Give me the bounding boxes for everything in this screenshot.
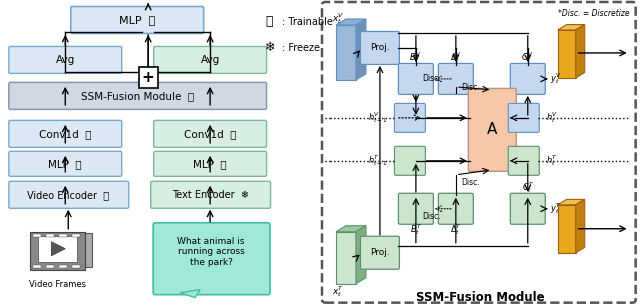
Bar [38, 236, 77, 262]
Text: ❄: ❄ [265, 41, 276, 54]
Text: $\Delta_t^V$: $\Delta_t^V$ [450, 50, 462, 65]
FancyBboxPatch shape [438, 63, 474, 94]
FancyBboxPatch shape [154, 47, 266, 73]
Polygon shape [356, 19, 366, 80]
Text: MLP  🔥: MLP 🔥 [119, 15, 156, 25]
Text: : Freeze: : Freeze [282, 43, 320, 53]
Polygon shape [576, 24, 585, 78]
FancyBboxPatch shape [154, 120, 266, 147]
Bar [42, 233, 92, 267]
FancyBboxPatch shape [508, 103, 540, 132]
Polygon shape [576, 200, 585, 253]
Text: $x_t^T$: $x_t^T$ [332, 284, 344, 299]
FancyBboxPatch shape [399, 63, 433, 94]
Text: Text Encoder  ❄: Text Encoder ❄ [172, 190, 248, 200]
Bar [46, 234, 54, 237]
FancyBboxPatch shape [394, 103, 426, 132]
Polygon shape [356, 226, 366, 284]
Polygon shape [51, 242, 65, 256]
Text: A: A [487, 122, 497, 137]
Text: $h_{t-1}^V$: $h_{t-1}^V$ [368, 110, 388, 125]
FancyBboxPatch shape [510, 193, 545, 224]
Text: $x_t^V$: $x_t^V$ [332, 12, 345, 26]
FancyBboxPatch shape [9, 82, 266, 109]
Text: Disc.: Disc. [461, 178, 479, 187]
Bar [336, 232, 356, 284]
Text: $C_t^T$: $C_t^T$ [522, 180, 534, 195]
Polygon shape [557, 24, 585, 30]
Text: Proj.: Proj. [370, 248, 390, 257]
Bar [33, 234, 42, 237]
Bar [336, 25, 356, 80]
FancyBboxPatch shape [510, 63, 545, 94]
Bar [72, 234, 80, 237]
Bar [72, 265, 80, 268]
Text: 🔥: 🔥 [265, 16, 273, 28]
Text: MLP  🔥: MLP 🔥 [49, 159, 82, 169]
FancyBboxPatch shape [154, 151, 266, 176]
Text: Video Frames: Video Frames [29, 280, 86, 289]
Text: Video Encoder  🔥: Video Encoder 🔥 [28, 190, 109, 200]
Text: $h_t^V$: $h_t^V$ [546, 110, 558, 125]
Text: MLP  🔥: MLP 🔥 [193, 159, 227, 169]
FancyBboxPatch shape [9, 47, 122, 73]
Text: $h_{t-1}^T$: $h_{t-1}^T$ [368, 153, 388, 168]
Text: $C_t^V$: $C_t^V$ [522, 50, 534, 65]
Text: SSM-Fusion Module  🔥: SSM-Fusion Module 🔥 [81, 91, 194, 101]
FancyBboxPatch shape [153, 223, 270, 295]
Text: $B_t^T$: $B_t^T$ [410, 222, 422, 237]
Bar [46, 265, 54, 268]
Text: +: + [142, 70, 155, 85]
Text: $\Delta_t^T$: $\Delta_t^T$ [450, 222, 461, 237]
Bar [33, 265, 42, 268]
Text: $y_t^V$: $y_t^V$ [550, 72, 562, 86]
FancyBboxPatch shape [438, 193, 474, 224]
Text: *Disc. = Discretize: *Disc. = Discretize [558, 9, 630, 18]
FancyBboxPatch shape [322, 2, 636, 303]
Bar [60, 234, 67, 237]
Text: SSM-Fusion Module: SSM-Fusion Module [415, 291, 544, 304]
Text: Proj.: Proj. [370, 43, 390, 52]
Text: Disc.: Disc. [461, 84, 479, 92]
Text: : Trainable: : Trainable [282, 17, 333, 27]
FancyBboxPatch shape [360, 236, 399, 269]
FancyBboxPatch shape [9, 151, 122, 176]
Polygon shape [336, 226, 366, 232]
Polygon shape [180, 290, 200, 298]
Text: $B_t^V$: $B_t^V$ [410, 50, 422, 65]
Text: $h_t^T$: $h_t^T$ [546, 153, 557, 168]
FancyBboxPatch shape [9, 120, 122, 147]
Text: Avg: Avg [200, 55, 220, 65]
Bar [60, 265, 67, 268]
FancyBboxPatch shape [71, 6, 204, 33]
Text: $y_t^T$: $y_t^T$ [550, 201, 561, 216]
Polygon shape [336, 19, 366, 25]
FancyBboxPatch shape [399, 193, 433, 224]
FancyBboxPatch shape [468, 88, 516, 171]
Polygon shape [557, 200, 585, 205]
FancyBboxPatch shape [150, 181, 271, 208]
Text: Conv1d  🔥: Conv1d 🔥 [184, 129, 236, 139]
Text: Conv1d  🔥: Conv1d 🔥 [39, 129, 92, 139]
Text: Disc.: Disc. [422, 74, 441, 84]
FancyBboxPatch shape [508, 146, 540, 175]
Bar [557, 30, 576, 78]
Text: What animal is
running across
the park?: What animal is running across the park? [177, 237, 245, 267]
FancyBboxPatch shape [360, 32, 399, 65]
FancyBboxPatch shape [394, 146, 426, 175]
Text: Avg: Avg [56, 55, 75, 65]
Bar [30, 232, 85, 270]
Bar [557, 205, 576, 253]
FancyBboxPatch shape [9, 181, 129, 208]
Text: Disc.: Disc. [422, 212, 441, 221]
